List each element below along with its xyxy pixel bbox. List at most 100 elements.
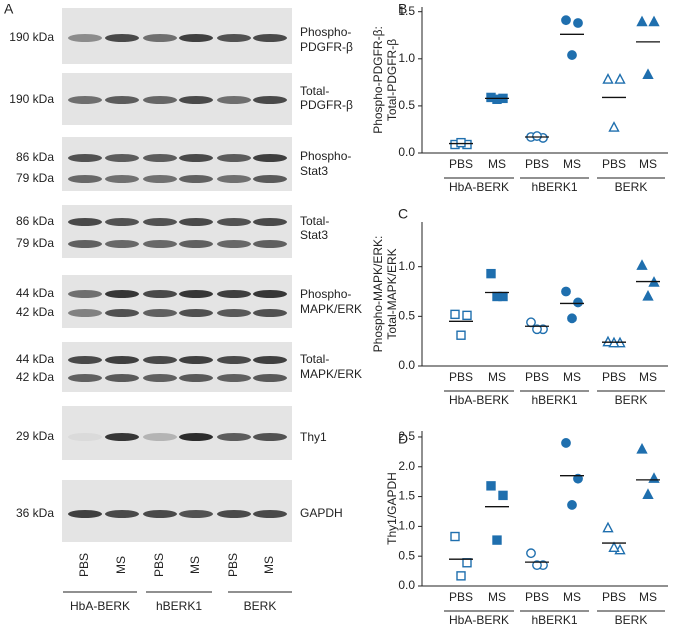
point xyxy=(456,137,466,148)
blot-image xyxy=(62,342,292,392)
band xyxy=(105,309,139,317)
group-label: BERK xyxy=(615,393,648,407)
band xyxy=(105,154,139,162)
band xyxy=(105,356,139,364)
band xyxy=(179,34,213,42)
x-tick-label: PBS xyxy=(449,370,473,384)
x-tick-label: MS xyxy=(488,370,506,384)
band xyxy=(105,240,139,248)
point xyxy=(498,490,508,501)
size-marker: 42 kDa xyxy=(16,305,54,319)
y-axis-label: Total-PDGFR-β xyxy=(385,39,399,121)
panel-letter: B xyxy=(398,1,407,17)
band xyxy=(253,433,287,441)
protein-label: Phospho- xyxy=(300,25,351,39)
size-marker: 44 kDa xyxy=(16,286,54,300)
panel-letter: A xyxy=(4,1,14,17)
band xyxy=(105,218,139,226)
size-marker: 86 kDa xyxy=(16,214,54,228)
y-tick-label: 0.5 xyxy=(398,548,415,562)
point xyxy=(450,531,460,542)
band xyxy=(143,154,177,162)
y-axis-label: Total-MAPK/ERK xyxy=(385,248,399,339)
point xyxy=(561,286,571,297)
y-axis-label: Phospho-PDGFR-β: xyxy=(371,26,385,134)
x-tick-label: PBS xyxy=(449,157,473,171)
lane-label: PBS xyxy=(152,553,166,577)
band xyxy=(217,34,251,42)
protein-label: MAPK/ERK xyxy=(300,302,362,316)
x-tick-label: PBS xyxy=(602,370,626,384)
band xyxy=(143,96,177,104)
point xyxy=(602,521,614,533)
x-tick-label: PBS xyxy=(602,157,626,171)
band xyxy=(143,34,177,42)
band xyxy=(68,175,102,183)
group-label: HbA-BERK xyxy=(449,180,509,194)
band xyxy=(68,356,102,364)
size-marker: 44 kDa xyxy=(16,352,54,366)
band xyxy=(253,96,287,104)
protein-label: Phospho- xyxy=(300,149,351,163)
point xyxy=(526,317,536,328)
protein-label: Stat3 xyxy=(300,164,328,178)
band xyxy=(217,154,251,162)
band xyxy=(143,510,177,518)
band xyxy=(179,510,213,518)
point xyxy=(636,15,648,27)
point xyxy=(642,289,654,301)
point xyxy=(486,268,496,279)
x-tick-label: MS xyxy=(563,157,581,171)
band xyxy=(253,34,287,42)
panel-letter: D xyxy=(398,431,408,447)
protein-label: GAPDH xyxy=(300,506,343,520)
protein-label: Phospho- xyxy=(300,287,351,301)
x-tick-label: MS xyxy=(488,590,506,604)
x-tick-label: PBS xyxy=(525,157,549,171)
band xyxy=(143,175,177,183)
blot-image xyxy=(62,406,292,460)
blot-image xyxy=(62,205,292,258)
size-marker: 29 kDa xyxy=(16,429,54,443)
group-label: BERK xyxy=(615,180,648,194)
blot-image xyxy=(62,275,292,328)
band xyxy=(68,374,102,382)
point xyxy=(608,121,620,132)
band xyxy=(143,240,177,248)
band xyxy=(68,240,102,248)
band xyxy=(179,290,213,298)
y-tick-label: 0.5 xyxy=(398,309,415,323)
point xyxy=(532,131,542,141)
point xyxy=(648,472,660,483)
size-marker: 79 kDa xyxy=(16,236,54,250)
size-marker: 86 kDa xyxy=(16,150,54,164)
point xyxy=(614,73,626,84)
point xyxy=(567,500,577,510)
y-tick-label: 1.5 xyxy=(398,489,415,503)
band xyxy=(217,218,251,226)
band xyxy=(179,374,213,382)
protein-label: Stat3 xyxy=(300,228,328,242)
x-tick-label: MS xyxy=(639,590,657,604)
band xyxy=(217,309,251,317)
point xyxy=(642,488,654,499)
y-tick-label: 0.5 xyxy=(398,98,415,112)
band xyxy=(253,218,287,226)
point xyxy=(602,73,614,84)
band xyxy=(217,290,251,298)
point xyxy=(492,291,502,302)
group-label: hBERK1 xyxy=(156,599,202,613)
band xyxy=(105,510,139,518)
blot-image xyxy=(62,137,292,191)
y-tick-label: 2.0 xyxy=(398,459,415,473)
band xyxy=(68,510,102,518)
point xyxy=(532,560,542,571)
band xyxy=(68,433,102,441)
y-tick-label: 0.0 xyxy=(398,145,415,159)
band xyxy=(217,96,251,104)
lane-label: PBS xyxy=(226,553,240,577)
group-label: HbA-BERK xyxy=(449,393,509,407)
band xyxy=(68,154,102,162)
band xyxy=(105,34,139,42)
band xyxy=(179,96,213,104)
